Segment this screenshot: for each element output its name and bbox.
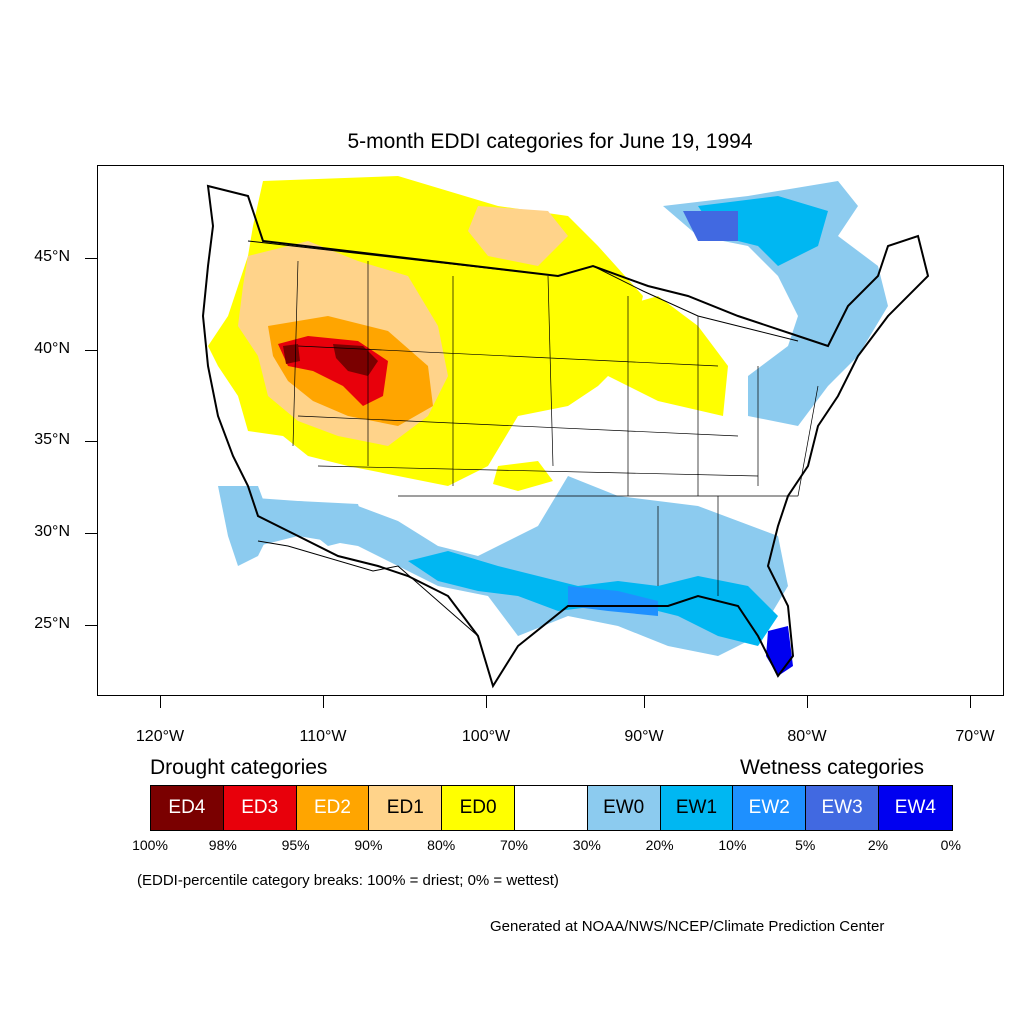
lat-label-40: 40°N bbox=[34, 340, 70, 357]
ed0-region-midwest bbox=[588, 296, 728, 416]
percent-break-label: 95% bbox=[281, 837, 310, 853]
ew2-region-gulf bbox=[568, 586, 658, 616]
percent-break-label: 80% bbox=[427, 837, 456, 853]
ew0-region-southwest bbox=[298, 501, 368, 546]
percent-break-label: 0% bbox=[940, 837, 961, 853]
ew3-region-northeast bbox=[683, 211, 738, 241]
drought-regions bbox=[208, 176, 728, 491]
lon-tick-70 bbox=[970, 696, 971, 708]
lon-tick-90 bbox=[644, 696, 645, 708]
lat-label-30: 30°N bbox=[34, 523, 70, 540]
boundaries bbox=[201, 184, 930, 689]
legend-cell-ew1: EW1 bbox=[660, 786, 734, 830]
ew0-region-california bbox=[218, 486, 273, 566]
lon-tick-110 bbox=[323, 696, 324, 708]
state-lines bbox=[292, 260, 819, 596]
lat-tick-45 bbox=[85, 258, 97, 259]
us-outline bbox=[201, 184, 930, 689]
ed4-region-small bbox=[283, 344, 300, 364]
map-panel bbox=[97, 165, 1004, 696]
lon-label-120: 120°W bbox=[135, 728, 185, 745]
lon-label-90: 90°W bbox=[624, 728, 664, 745]
lat-label-25: 25°N bbox=[34, 615, 70, 632]
legend-cell-neutral bbox=[514, 786, 588, 830]
legend-cell-ed4: ED4 bbox=[151, 786, 224, 830]
mexico-border bbox=[257, 540, 479, 637]
lat-tick-35 bbox=[85, 441, 97, 442]
wetness-categories-heading: Wetness categories bbox=[740, 756, 925, 779]
ed0-region-kansas bbox=[493, 461, 553, 491]
percent-break-label: 20% bbox=[645, 837, 674, 853]
lat-tick-30 bbox=[85, 533, 97, 534]
ew4-region-florida bbox=[766, 626, 793, 676]
percent-break-label: 70% bbox=[499, 837, 529, 853]
lon-tick-80 bbox=[807, 696, 808, 708]
lat-label-35: 35°N bbox=[34, 431, 70, 448]
credit-line: Generated at NOAA/NWS/NCEP/Climate Predi… bbox=[490, 918, 885, 935]
percent-break-label: 10% bbox=[718, 837, 747, 853]
legend-cell-ed3: ED3 bbox=[223, 786, 297, 830]
us-map bbox=[201, 176, 930, 689]
legend-cell-ew3: EW3 bbox=[806, 786, 879, 830]
legend-cell-ew4: EW4 bbox=[878, 786, 952, 830]
lon-label-100: 100°W bbox=[461, 728, 511, 745]
ed4-region bbox=[333, 344, 378, 376]
lat-label-45: 45°N bbox=[34, 248, 70, 265]
drought-categories-heading: Drought categories bbox=[150, 756, 328, 779]
legend-cell-ed2: ED2 bbox=[296, 786, 370, 830]
legend-cell-ed0: ED0 bbox=[442, 786, 515, 830]
lon-label-70: 70°W bbox=[955, 728, 995, 745]
lat-tick-25 bbox=[85, 625, 97, 626]
ed1-region-north bbox=[468, 206, 568, 266]
ew0-region-northeast bbox=[663, 181, 888, 426]
percent-break-label: 5% bbox=[795, 837, 816, 853]
lon-label-110: 110°W bbox=[299, 728, 347, 745]
lon-tick-120 bbox=[160, 696, 161, 708]
lon-tick-100 bbox=[486, 696, 487, 708]
legend-cell-ed1: ED1 bbox=[369, 786, 443, 830]
wetness-regions bbox=[218, 181, 888, 676]
legend-colorbar: ED4 ED3 ED2 ED1 ED0 EW0 EW1 EW2 EW3 EW4 bbox=[150, 785, 953, 831]
lon-label-80: 80°W bbox=[787, 728, 827, 745]
percent-break-label: 90% bbox=[354, 837, 383, 853]
percent-break-label: 30% bbox=[572, 837, 601, 853]
lat-tick-40 bbox=[85, 350, 97, 351]
canada-border bbox=[247, 240, 799, 342]
legend-cell-ew0: EW0 bbox=[587, 786, 661, 830]
category-breaks-note: (EDDI-percentile category breaks: 100% =… bbox=[137, 872, 559, 889]
percent-break-label: 98% bbox=[208, 837, 237, 853]
percent-break-label: 100% bbox=[132, 837, 168, 853]
legend-cell-ew2: EW2 bbox=[733, 786, 807, 830]
map-title: 5-month EDDI categories for June 19, 199… bbox=[347, 130, 753, 153]
percent-break-label: 2% bbox=[867, 837, 889, 853]
